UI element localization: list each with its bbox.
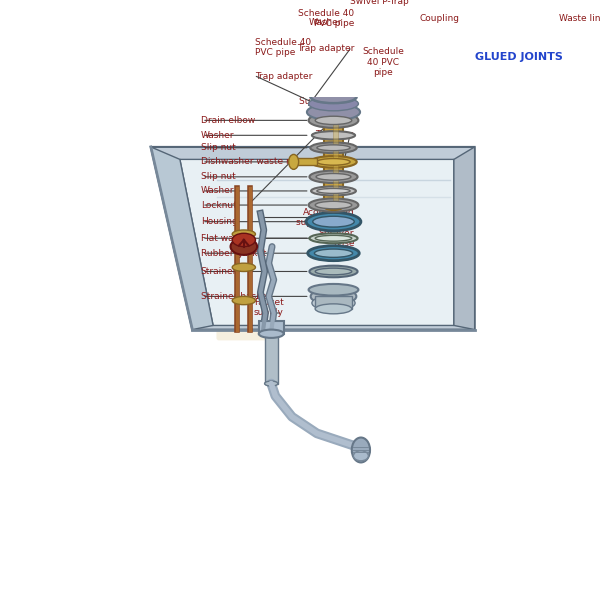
Ellipse shape <box>352 437 370 463</box>
Text: Faucet
supply
tube: Faucet supply tube <box>254 298 284 328</box>
Polygon shape <box>454 147 475 329</box>
Bar <box>293 158 317 165</box>
Ellipse shape <box>265 381 278 386</box>
Ellipse shape <box>541 29 557 49</box>
Ellipse shape <box>310 233 358 243</box>
Text: Trap adapter: Trap adapter <box>254 72 312 81</box>
Ellipse shape <box>308 113 358 128</box>
Ellipse shape <box>325 112 343 119</box>
Ellipse shape <box>232 263 256 271</box>
Ellipse shape <box>315 202 352 209</box>
Polygon shape <box>180 160 454 325</box>
Ellipse shape <box>259 329 284 338</box>
Ellipse shape <box>230 238 257 255</box>
Text: Supply lines: Supply lines <box>299 97 354 106</box>
Bar <box>325 115 343 207</box>
Bar <box>311 52 356 97</box>
Ellipse shape <box>311 187 356 196</box>
Ellipse shape <box>310 156 357 167</box>
Text: Rubber gasket: Rubber gasket <box>200 249 266 258</box>
Text: Coupling: Coupling <box>420 14 460 23</box>
Text: Dishwasher waste nib: Dishwasher waste nib <box>200 157 300 166</box>
Ellipse shape <box>404 26 421 43</box>
Ellipse shape <box>308 40 359 55</box>
Ellipse shape <box>265 331 278 336</box>
Ellipse shape <box>310 142 357 153</box>
Text: Schedule 40
PVC pipe: Schedule 40 PVC pipe <box>298 8 354 28</box>
Ellipse shape <box>312 131 355 139</box>
FancyBboxPatch shape <box>217 169 271 340</box>
Polygon shape <box>151 147 475 329</box>
Text: Trap adapter: Trap adapter <box>297 44 354 53</box>
Text: Drain elbow: Drain elbow <box>200 116 255 125</box>
Bar <box>315 296 352 309</box>
Ellipse shape <box>308 97 358 111</box>
Ellipse shape <box>315 116 352 125</box>
Text: Strainer basket: Strainer basket <box>200 292 270 301</box>
Ellipse shape <box>315 235 352 241</box>
Ellipse shape <box>308 246 359 260</box>
Ellipse shape <box>325 203 343 210</box>
Text: Flat washer: Flat washer <box>200 234 253 243</box>
Ellipse shape <box>306 212 361 231</box>
Ellipse shape <box>315 268 352 275</box>
Text: GLUED JOINTS: GLUED JOINTS <box>475 52 563 62</box>
Ellipse shape <box>310 170 358 183</box>
Ellipse shape <box>315 304 352 314</box>
Text: Schedule 40
PVC pipe: Schedule 40 PVC pipe <box>254 38 311 57</box>
Text: Swivel P-Trap: Swivel P-Trap <box>350 0 409 7</box>
Polygon shape <box>151 147 213 329</box>
Text: Washer: Washer <box>200 131 234 140</box>
Ellipse shape <box>316 173 351 180</box>
Text: Slip nut: Slip nut <box>200 143 235 152</box>
Bar <box>265 334 278 383</box>
Ellipse shape <box>317 188 350 193</box>
Ellipse shape <box>232 230 256 238</box>
Text: Schedule
40 PVC
pipe: Schedule 40 PVC pipe <box>362 47 404 77</box>
Ellipse shape <box>317 158 350 165</box>
Ellipse shape <box>313 216 354 227</box>
Ellipse shape <box>430 26 453 44</box>
Ellipse shape <box>289 154 299 169</box>
Ellipse shape <box>403 38 422 56</box>
Ellipse shape <box>311 288 356 305</box>
Ellipse shape <box>311 91 356 103</box>
Ellipse shape <box>314 249 353 257</box>
Text: Washer: Washer <box>200 187 234 196</box>
Ellipse shape <box>232 296 256 305</box>
Ellipse shape <box>310 91 357 103</box>
Text: Strainer: Strainer <box>200 267 237 276</box>
Text: Washer: Washer <box>308 18 342 27</box>
Ellipse shape <box>312 296 355 310</box>
Ellipse shape <box>310 266 358 277</box>
Ellipse shape <box>307 104 360 121</box>
Text: Acorn-head
supply tubes: Acorn-head supply tubes <box>296 208 354 227</box>
Text: Slip nut: Slip nut <box>200 172 235 181</box>
Ellipse shape <box>317 145 350 151</box>
Text: Sprayer
hose: Sprayer hose <box>319 229 354 248</box>
Ellipse shape <box>599 31 600 50</box>
Text: Tailpiece: Tailpiece <box>315 130 354 139</box>
Text: Locknut: Locknut <box>200 200 236 209</box>
Text: Waste line: Waste line <box>559 14 600 23</box>
Ellipse shape <box>308 284 358 296</box>
Bar <box>334 115 338 207</box>
Bar <box>259 321 284 334</box>
Text: Housing: Housing <box>200 217 238 226</box>
Ellipse shape <box>353 451 368 461</box>
Ellipse shape <box>232 233 256 247</box>
Ellipse shape <box>308 199 358 212</box>
Ellipse shape <box>311 46 356 57</box>
Ellipse shape <box>545 30 562 50</box>
Ellipse shape <box>466 26 483 43</box>
